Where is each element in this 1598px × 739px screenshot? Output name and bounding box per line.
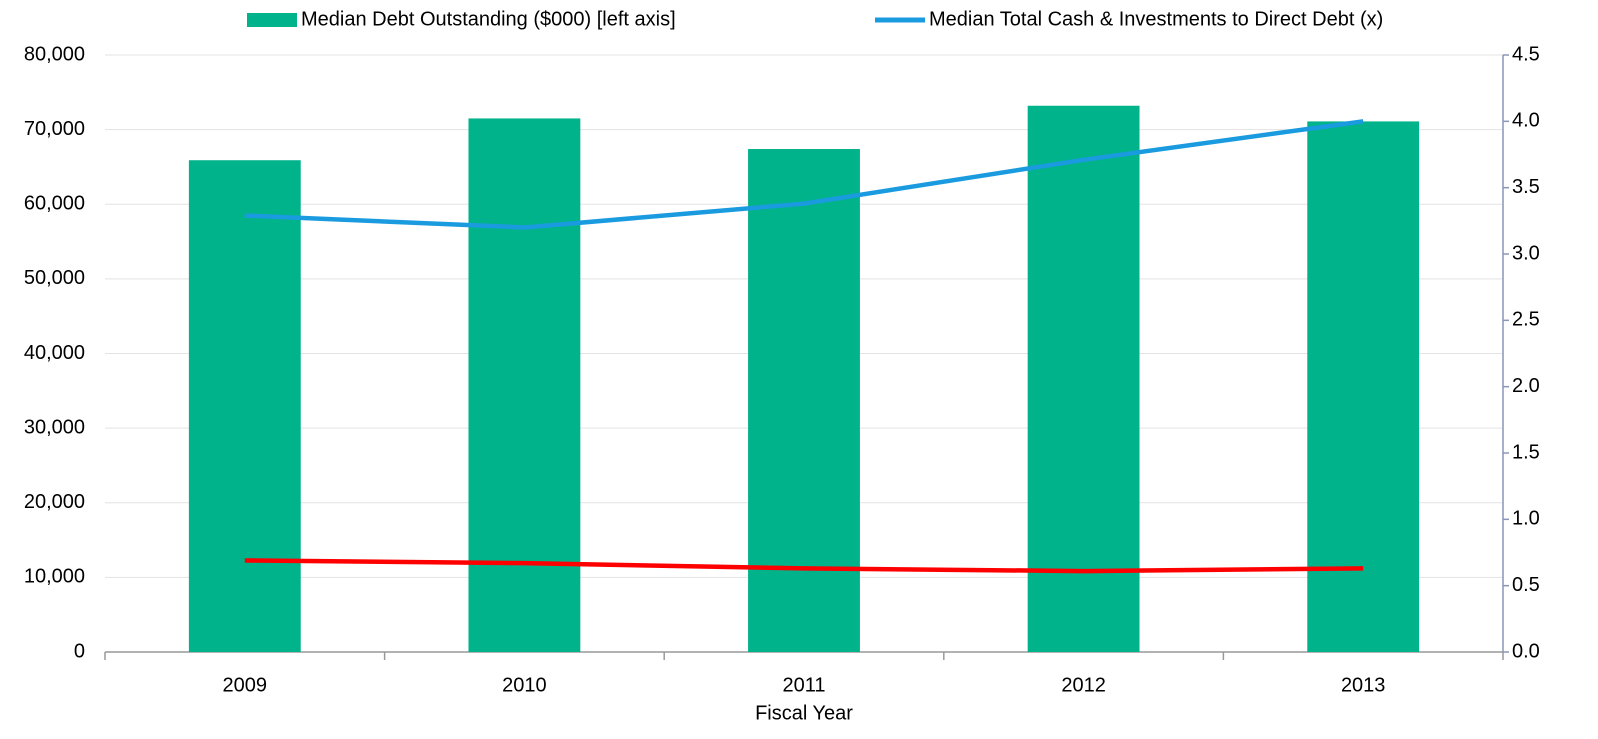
y-tick-label: 20,000 xyxy=(24,491,85,513)
bar xyxy=(1307,121,1420,652)
y2-tick-label: 1.0 xyxy=(1512,508,1540,530)
y-tick-label: 0 xyxy=(74,640,85,662)
x-tick-label: 2013 xyxy=(1341,674,1386,696)
bar xyxy=(1027,105,1140,653)
y-tick-label: 40,000 xyxy=(24,342,85,364)
x-tick-label: 2010 xyxy=(502,674,547,696)
y-tick-label: 70,000 xyxy=(24,118,85,140)
line xyxy=(244,119,1364,230)
y2-tick-label: 0.5 xyxy=(1512,574,1540,596)
legend-swatch xyxy=(247,13,297,27)
y-tick-label: 30,000 xyxy=(24,416,85,438)
x-tick-label: 2012 xyxy=(1061,674,1106,696)
x-axis-label: Fiscal Year xyxy=(755,702,853,724)
y2-tick-label: 4.0 xyxy=(1512,110,1540,132)
y2-tick-label: 2.5 xyxy=(1512,309,1540,331)
y-tick-label: 60,000 xyxy=(24,193,85,215)
legend-label: Median Debt Outstanding ($000) [left axi… xyxy=(301,8,676,30)
x-tick-label: 2011 xyxy=(782,674,825,696)
y-tick-label: 80,000 xyxy=(24,43,85,65)
y2-tick-label: 4.5 xyxy=(1512,43,1540,65)
y2-tick-label: 2.0 xyxy=(1512,375,1540,397)
legend-label: Median Total Cash & Investments to Direc… xyxy=(929,8,1383,30)
line xyxy=(244,558,1364,574)
y2-tick-label: 3.5 xyxy=(1512,176,1540,198)
y-tick-label: 10,000 xyxy=(24,566,85,588)
x-tick-label: 2009 xyxy=(223,674,268,696)
bar xyxy=(188,160,301,652)
y2-tick-label: 3.0 xyxy=(1512,242,1540,264)
y-tick-label: 50,000 xyxy=(24,267,85,289)
y2-tick-label: 0.0 xyxy=(1512,640,1540,662)
bar xyxy=(748,149,860,652)
y2-tick-label: 1.5 xyxy=(1512,441,1540,463)
bar xyxy=(468,118,581,652)
